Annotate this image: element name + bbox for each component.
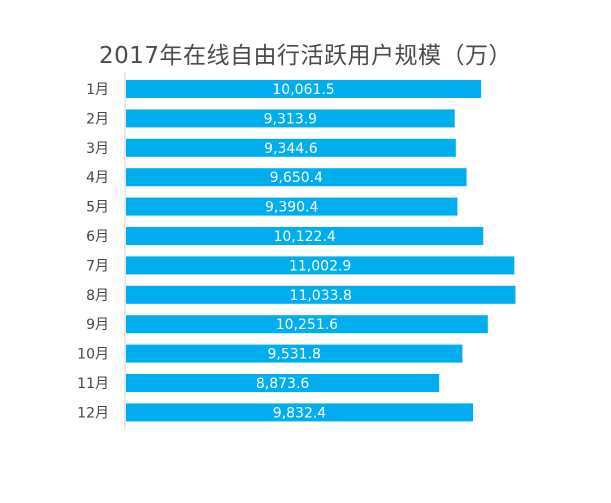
category-label: 2月: [86, 111, 109, 127]
data-label: 8,873.6: [256, 376, 310, 392]
bar: [126, 109, 455, 128]
data-label: 11,002.9: [289, 258, 351, 274]
category-label: 7月: [86, 258, 109, 274]
data-label: 9,531.8: [267, 347, 320, 363]
data-label: 10,251.6: [276, 317, 338, 333]
category-label: 9月: [86, 317, 109, 333]
bar: [126, 168, 467, 187]
category-label: 4月: [86, 170, 109, 186]
category-label: 12月: [77, 405, 109, 421]
bar: [126, 197, 458, 216]
bar: [126, 374, 440, 392]
category-label: 10月: [77, 347, 109, 363]
category-label: 1月: [86, 82, 109, 98]
category-label: 3月: [86, 141, 109, 157]
bar: [126, 285, 516, 304]
category-label: 5月: [86, 200, 109, 216]
data-label: 11,033.8: [290, 288, 352, 304]
category-label: 8月: [86, 288, 109, 304]
bar: [126, 227, 484, 245]
bar: [126, 315, 488, 334]
bar: [126, 344, 463, 363]
data-label: 10,122.4: [273, 229, 335, 245]
data-label: 10,061.5: [272, 82, 334, 98]
chart-title: 2017年在线自由行活跃用户规模（万）: [98, 43, 513, 69]
data-label: 9,313.9: [264, 111, 317, 127]
category-label: 11月: [77, 376, 109, 392]
category-label: 6月: [86, 229, 109, 245]
bar: [126, 80, 482, 98]
data-label: 9,650.4: [270, 170, 324, 186]
data-label: 9,390.4: [265, 200, 319, 216]
data-label: 9,344.6: [264, 141, 318, 157]
bar: [126, 138, 456, 157]
bar: [126, 256, 515, 275]
data-label: 9,832.4: [273, 405, 327, 421]
bar: [126, 403, 474, 422]
